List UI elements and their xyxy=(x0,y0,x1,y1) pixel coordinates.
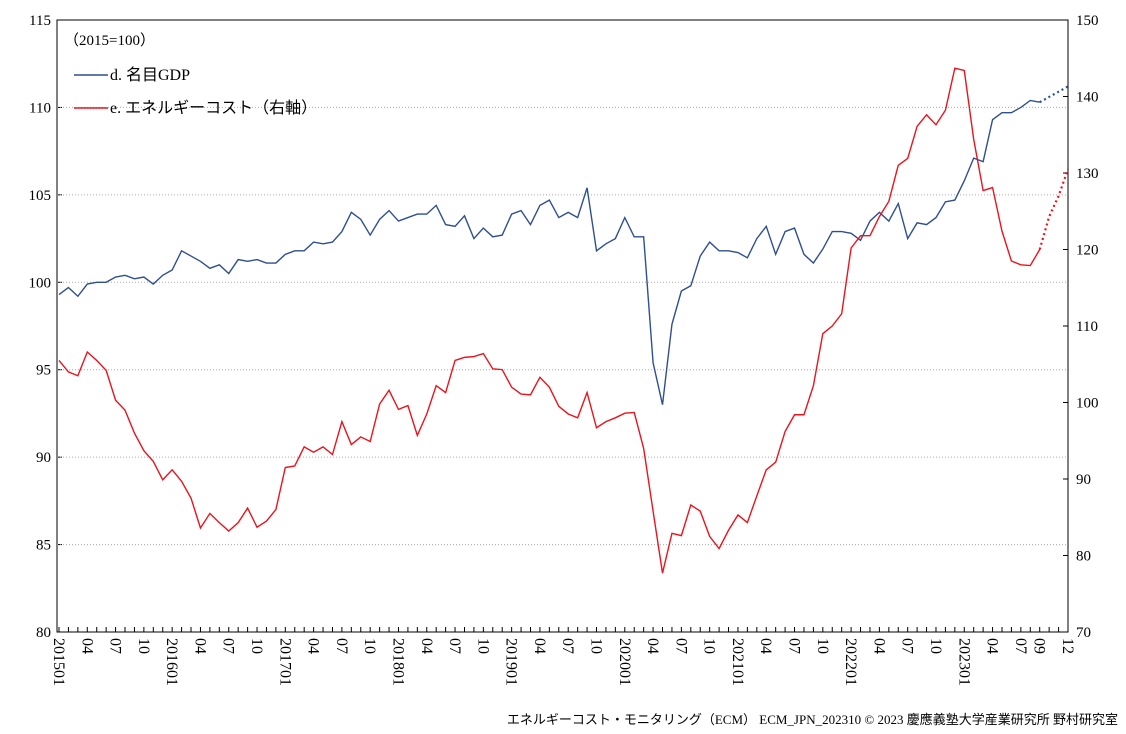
y-tick-label: 90 xyxy=(36,450,51,466)
y2-tick-label: 70 xyxy=(1076,625,1091,641)
x-tick-label: 10 xyxy=(361,638,378,654)
y2-tick-label: 130 xyxy=(1076,166,1099,182)
x-tick-label: 04 xyxy=(191,638,208,654)
x-tick-label: 07 xyxy=(899,638,916,654)
y2-tick-label: 150 xyxy=(1076,13,1099,29)
x-tick-label: 07 xyxy=(559,638,576,654)
x-tick-label: 07 xyxy=(786,638,803,654)
y2-tick-label: 90 xyxy=(1076,472,1091,488)
y2-tick-label: 120 xyxy=(1076,243,1099,259)
series-line xyxy=(58,99,1040,405)
x-tick-label: 10 xyxy=(588,638,605,654)
annotation: （2015=100） xyxy=(64,32,155,49)
x-tick-label: 10 xyxy=(927,638,944,654)
x-tick-label: 10 xyxy=(474,638,491,654)
y-tick-label: 85 xyxy=(36,538,51,554)
x-tick-label: 202001 xyxy=(616,638,633,686)
x-tick-label: 04 xyxy=(531,638,548,654)
x-tick-label: 12 xyxy=(1059,638,1076,654)
x-tick-label: 202101 xyxy=(729,638,746,686)
x-tick-label: 202301 xyxy=(955,638,972,686)
x-tick-label: 201801 xyxy=(389,638,406,686)
x-tick-label: 09 xyxy=(1031,638,1048,654)
x-tick-label: 04 xyxy=(418,638,435,654)
legend-label: d. 名目GDP xyxy=(110,66,190,84)
projection-line xyxy=(1038,168,1070,250)
x-tick-label: 201501 xyxy=(50,638,67,686)
y2-tick-label: 80 xyxy=(1076,549,1091,565)
x-tick-label: 04 xyxy=(644,638,661,654)
y-tick-label: 95 xyxy=(36,363,51,379)
x-tick-label: 07 xyxy=(672,638,689,654)
y2-tick-label: 110 xyxy=(1076,319,1098,335)
source: エネルギーコスト・モニタリング（ECM） ECM_JPN_202310 © 20… xyxy=(507,712,1118,727)
legend-label: e. エネルギーコスト（右軸） xyxy=(110,99,317,117)
x-tick-label: 201601 xyxy=(163,638,180,686)
x-tick-label: 04 xyxy=(870,638,887,654)
x-tick-label: 04 xyxy=(757,638,774,654)
y2-tick-label: 140 xyxy=(1076,90,1099,106)
y-tick-label: 115 xyxy=(29,13,51,29)
x-tick-label: 10 xyxy=(701,638,718,654)
x-tick-label: 07 xyxy=(220,638,237,654)
x-tick-label: 07 xyxy=(107,638,124,654)
x-tick-label: 201701 xyxy=(276,638,293,686)
y-tick-label: 105 xyxy=(29,188,52,204)
x-tick-label: 07 xyxy=(446,638,463,654)
x-tick-label: 10 xyxy=(248,638,265,654)
x-tick-label: 07 xyxy=(333,638,350,654)
x-tick-label: 10 xyxy=(135,638,152,654)
x-tick-label: 04 xyxy=(305,638,322,654)
projection-line xyxy=(1039,85,1069,104)
x-tick-label: 04 xyxy=(78,638,95,654)
y-tick-label: 80 xyxy=(36,625,51,641)
x-tick-label: 202201 xyxy=(842,638,859,686)
series-line xyxy=(58,67,1041,574)
y-tick-label: 100 xyxy=(29,275,52,291)
x-tick-label: 10 xyxy=(814,638,831,654)
x-tick-label: 07 xyxy=(1012,638,1029,654)
x-tick-label: 201901 xyxy=(503,638,520,686)
x-tick-label: 04 xyxy=(984,638,1001,654)
y2-tick-label: 100 xyxy=(1076,396,1099,412)
y-tick-label: 110 xyxy=(29,100,51,116)
